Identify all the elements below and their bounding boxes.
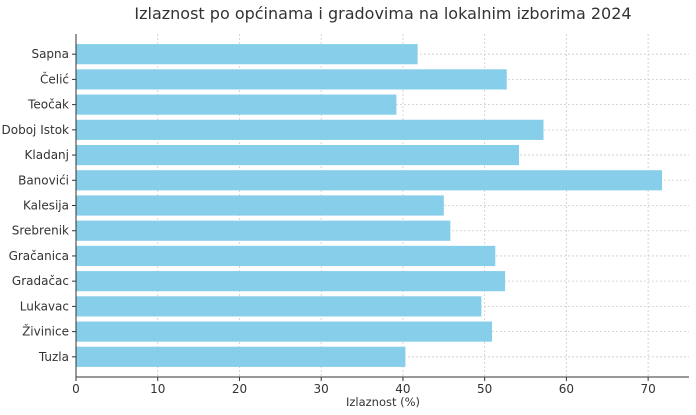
bar	[76, 119, 544, 140]
category-label: Čelić	[40, 71, 69, 86]
x-tick-label: 30	[314, 382, 329, 396]
category-label: Kalesija	[23, 199, 69, 213]
bar	[76, 321, 493, 342]
category-label: Gračanica	[9, 249, 69, 263]
x-tick-label: 60	[559, 382, 574, 396]
bar	[76, 346, 406, 367]
category-label: Lukavac	[20, 299, 69, 313]
x-tick-label: 20	[232, 382, 247, 396]
category-label: Tuzla	[38, 350, 69, 364]
axes	[72, 34, 689, 381]
bar	[76, 245, 496, 267]
bar	[76, 44, 418, 65]
bar	[76, 94, 397, 115]
category-label: Srebrenik	[12, 224, 69, 238]
grid	[75, 34, 689, 377]
bar	[76, 220, 451, 241]
bar	[76, 296, 482, 317]
bar	[76, 170, 663, 191]
x-axis-label: Izlaznost (%)	[346, 395, 420, 409]
bar	[76, 271, 506, 292]
x-tick-label: 0	[72, 382, 80, 396]
bar	[76, 195, 444, 216]
category-label: Banovići	[18, 173, 69, 187]
chart-title: Izlaznost po općinama i gradovima na lok…	[134, 4, 631, 23]
x-tick-label: 50	[477, 382, 492, 396]
bar	[76, 144, 519, 166]
category-label: Gradačac	[12, 274, 69, 288]
category-label: Doboj Istok	[2, 123, 70, 137]
tick-labels: 0 10 20 30 40 50 60 70 Sapna Čelić Teočak Doboj Ist…	[2, 47, 656, 396]
category-label: Živinice	[22, 324, 69, 339]
x-tick-label: 40	[395, 382, 410, 396]
category-label: Teočak	[27, 98, 69, 112]
x-tick-label: 10	[150, 382, 165, 396]
bars	[76, 44, 663, 367]
category-label: Kladanj	[25, 148, 69, 162]
x-tick-label: 70	[640, 382, 655, 396]
category-label: Sapna	[31, 47, 69, 61]
bar	[76, 69, 507, 90]
